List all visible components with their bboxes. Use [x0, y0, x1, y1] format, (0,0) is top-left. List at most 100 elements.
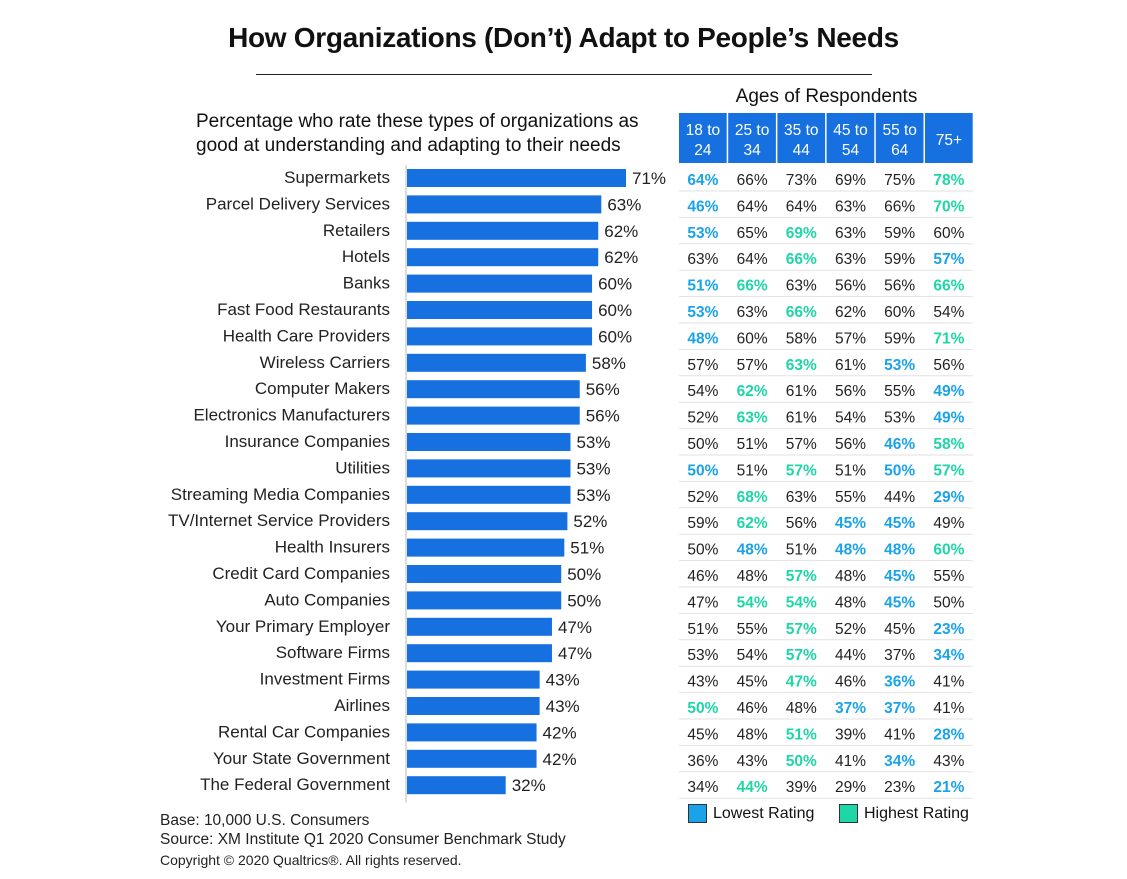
- table-cell: 21%: [933, 779, 964, 796]
- table-cell: 60%: [933, 542, 964, 559]
- table-cell: 41%: [835, 753, 866, 770]
- table-cell: 63%: [737, 410, 768, 427]
- category-label: Your Primary Employer: [216, 617, 390, 636]
- age-group-header: [925, 113, 973, 163]
- age-group-header-line1: 55 to: [882, 122, 916, 139]
- table-cell: 48%: [835, 568, 866, 585]
- table-cell: 45%: [884, 515, 915, 532]
- bar-value-label: 42%: [543, 750, 577, 769]
- bar: [407, 248, 599, 267]
- table-cell: 48%: [737, 726, 768, 743]
- table-cell: 62%: [835, 304, 866, 321]
- category-label: Your State Government: [213, 749, 390, 768]
- table-cell: 60%: [933, 225, 964, 242]
- table-cell: 51%: [835, 462, 866, 479]
- table-cell: 55%: [933, 568, 964, 585]
- category-label: Banks: [343, 274, 390, 293]
- table-cell: 51%: [737, 462, 768, 479]
- table-cell: 62%: [737, 515, 768, 532]
- subtitle-line-2: good at understanding and adapting to th…: [196, 135, 621, 156]
- bar: [407, 195, 602, 214]
- bar: [407, 723, 537, 742]
- table-cell: 43%: [687, 674, 718, 691]
- legend-highest: Highest Rating: [839, 804, 969, 823]
- table-cell: 23%: [933, 621, 964, 638]
- bar-value-label: 62%: [604, 248, 638, 267]
- bar-value-label: 58%: [592, 354, 626, 373]
- table-cell: 52%: [687, 489, 718, 506]
- category-label: Utilities: [335, 458, 390, 477]
- table-cell: 37%: [884, 647, 915, 664]
- table-cell: 59%: [687, 515, 718, 532]
- bar: [407, 617, 552, 636]
- table-cell: 53%: [687, 647, 718, 664]
- table-cell: 57%: [737, 357, 768, 374]
- table-cell: 45%: [884, 568, 915, 585]
- bar: [407, 565, 562, 583]
- bar-value-label: 60%: [598, 301, 632, 320]
- table-cell: 48%: [835, 594, 866, 611]
- bar: [407, 776, 506, 795]
- category-label: Health Insurers: [275, 538, 390, 557]
- category-label: Health Care Providers: [223, 326, 390, 345]
- table-cell: 29%: [835, 779, 866, 796]
- table-cell: 66%: [786, 251, 817, 268]
- table-cell: 68%: [737, 489, 768, 506]
- age-group-header-line1: 25 to: [735, 122, 769, 139]
- table-cell: 61%: [786, 383, 817, 400]
- bar-value-label: 56%: [586, 407, 620, 426]
- table-cell: 46%: [687, 198, 718, 215]
- table-cell: 46%: [737, 700, 768, 717]
- table-cell: 52%: [835, 621, 866, 638]
- bar: [407, 406, 580, 425]
- age-group-header: [826, 113, 875, 163]
- table-cell: 41%: [933, 674, 964, 691]
- table-cell: 53%: [687, 304, 718, 321]
- table-cell: 63%: [786, 278, 817, 295]
- table-cell: 23%: [884, 779, 915, 796]
- table-cell: 28%: [933, 726, 964, 743]
- category-label: TV/Internet Service Providers: [168, 511, 390, 530]
- table-cell: 48%: [687, 330, 718, 347]
- table-cell: 56%: [835, 278, 866, 295]
- table-cell: 50%: [687, 436, 718, 453]
- bar-value-label: 51%: [570, 539, 604, 558]
- bar-value-label: 47%: [558, 618, 592, 637]
- bar: [407, 697, 540, 715]
- bar-value-label: 52%: [573, 512, 607, 531]
- category-label: Electronics Manufacturers: [193, 406, 390, 425]
- table-cell: 49%: [933, 515, 964, 532]
- table-cell: 37%: [884, 700, 915, 717]
- table-cell: 47%: [786, 674, 817, 691]
- table-cell: 46%: [835, 674, 866, 691]
- table-cell: 59%: [884, 225, 915, 242]
- category-label: Parcel Delivery Services: [206, 194, 390, 213]
- table-cell: 53%: [884, 357, 915, 374]
- table-cell: 66%: [737, 278, 768, 295]
- table-cell: 50%: [687, 542, 718, 559]
- table-cell: 56%: [786, 515, 817, 532]
- table-cell: 60%: [737, 330, 768, 347]
- bar-value-label: 32%: [512, 776, 546, 795]
- table-cell: 56%: [835, 383, 866, 400]
- bar: [407, 749, 537, 768]
- bar-value-label: 50%: [567, 591, 601, 610]
- table-cell: 58%: [786, 330, 817, 347]
- table-cell: 75%: [884, 172, 915, 189]
- table-cell: 45%: [687, 726, 718, 743]
- table-cell: 45%: [737, 674, 768, 691]
- table-cell: 49%: [933, 383, 964, 400]
- footer-copyright: Copyright © 2020 Qualtrics®. All rights …: [160, 852, 462, 868]
- bar-value-label: 53%: [576, 486, 610, 505]
- table-cell: 51%: [786, 542, 817, 559]
- table-cell: 55%: [737, 621, 768, 638]
- category-label: Wireless Carriers: [260, 353, 390, 372]
- bar-value-label: 43%: [546, 697, 580, 716]
- age-group-header-line1: 35 to: [784, 122, 818, 139]
- table-cell: 57%: [687, 357, 718, 374]
- bar: [407, 301, 593, 319]
- age-group-header-line2: 64: [891, 142, 909, 159]
- age-group-header-line2: 24: [694, 142, 712, 159]
- bar: [407, 327, 593, 346]
